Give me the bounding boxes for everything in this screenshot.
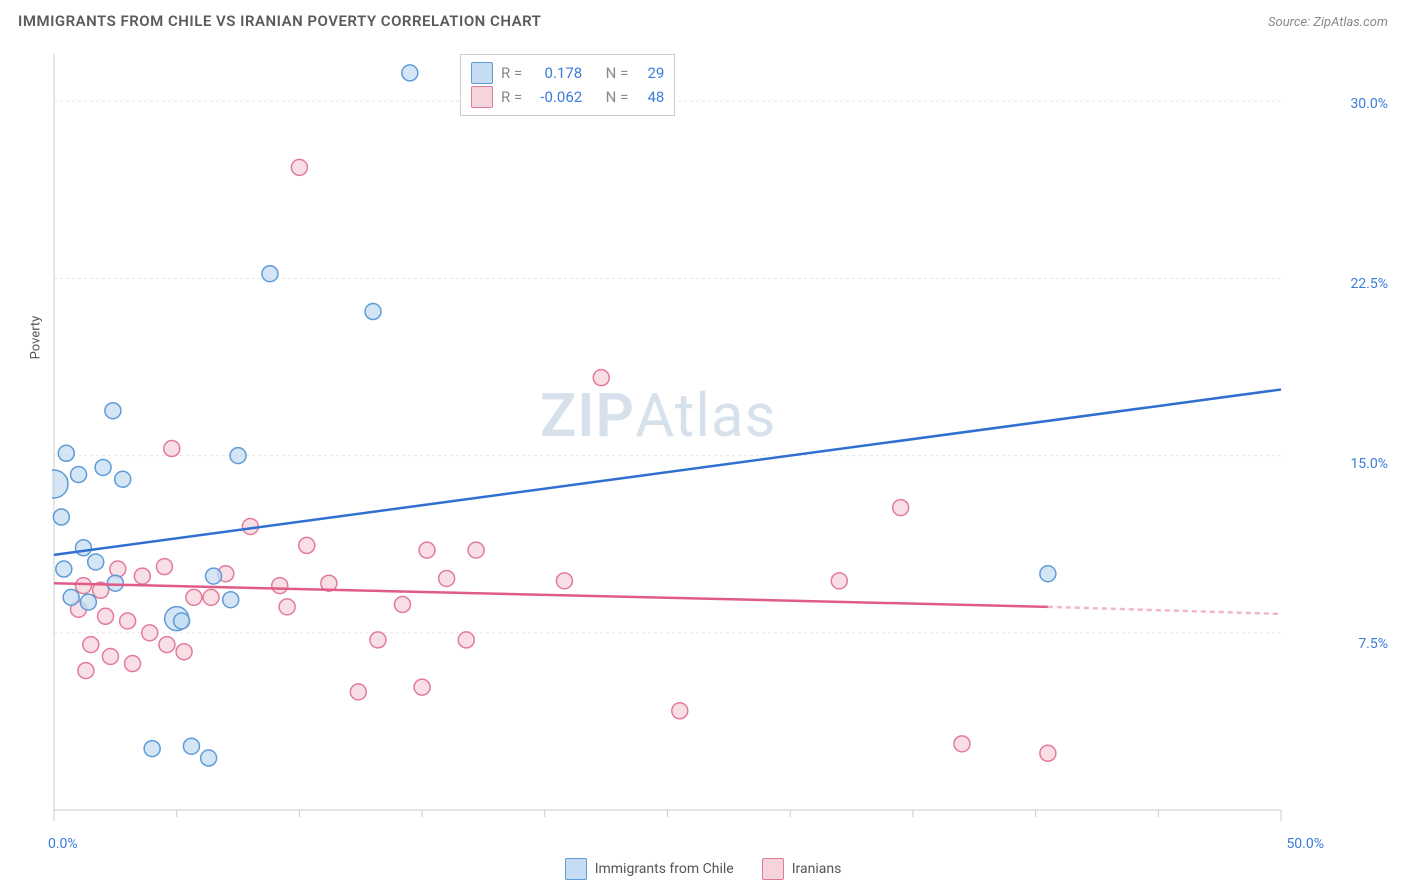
watermark: ZIPAtlas — [540, 380, 777, 451]
legend-item: Immigrants from Chile — [565, 858, 734, 880]
legend-stat-row: R = 0.178 N = 29 — [471, 61, 664, 85]
ytick-label: 22.5% — [1350, 276, 1388, 292]
legend-item: Iranians — [762, 858, 842, 880]
legend-swatch — [471, 62, 493, 84]
xtick-label: 50.0% — [1286, 836, 1324, 852]
n-value: 48 — [636, 85, 664, 109]
n-label: N = — [606, 61, 629, 85]
ytick-label: 30.0% — [1350, 96, 1388, 112]
xtick-label: 0.0% — [48, 836, 78, 852]
legend-swatch — [565, 858, 587, 880]
legend-stat-row: R = -0.062 N = 48 — [471, 85, 664, 109]
ytick-label: 15.0% — [1350, 456, 1388, 472]
chart-title: IMMIGRANTS FROM CHILE VS IRANIAN POVERTY… — [18, 12, 541, 30]
legend-label: Immigrants from Chile — [595, 861, 734, 877]
legend-swatch — [762, 858, 784, 880]
r-value: 0.178 — [530, 61, 582, 85]
r-value: -0.062 — [530, 85, 582, 109]
ytick-label: 7.5% — [1358, 636, 1388, 652]
legend-swatch — [471, 86, 493, 108]
source-label: Source: ZipAtlas.com — [1268, 15, 1388, 30]
legend-stats-box: R = 0.178 N = 29 R = -0.062 N = 48 — [460, 54, 675, 116]
bottom-legend: Immigrants from Chile Iranians — [0, 858, 1406, 880]
r-label: R = — [501, 85, 522, 109]
y-axis-label: Poverty — [28, 316, 43, 360]
r-label: R = — [501, 61, 522, 85]
legend-label: Iranians — [792, 861, 842, 877]
n-label: N = — [606, 85, 629, 109]
n-value: 29 — [636, 61, 664, 85]
